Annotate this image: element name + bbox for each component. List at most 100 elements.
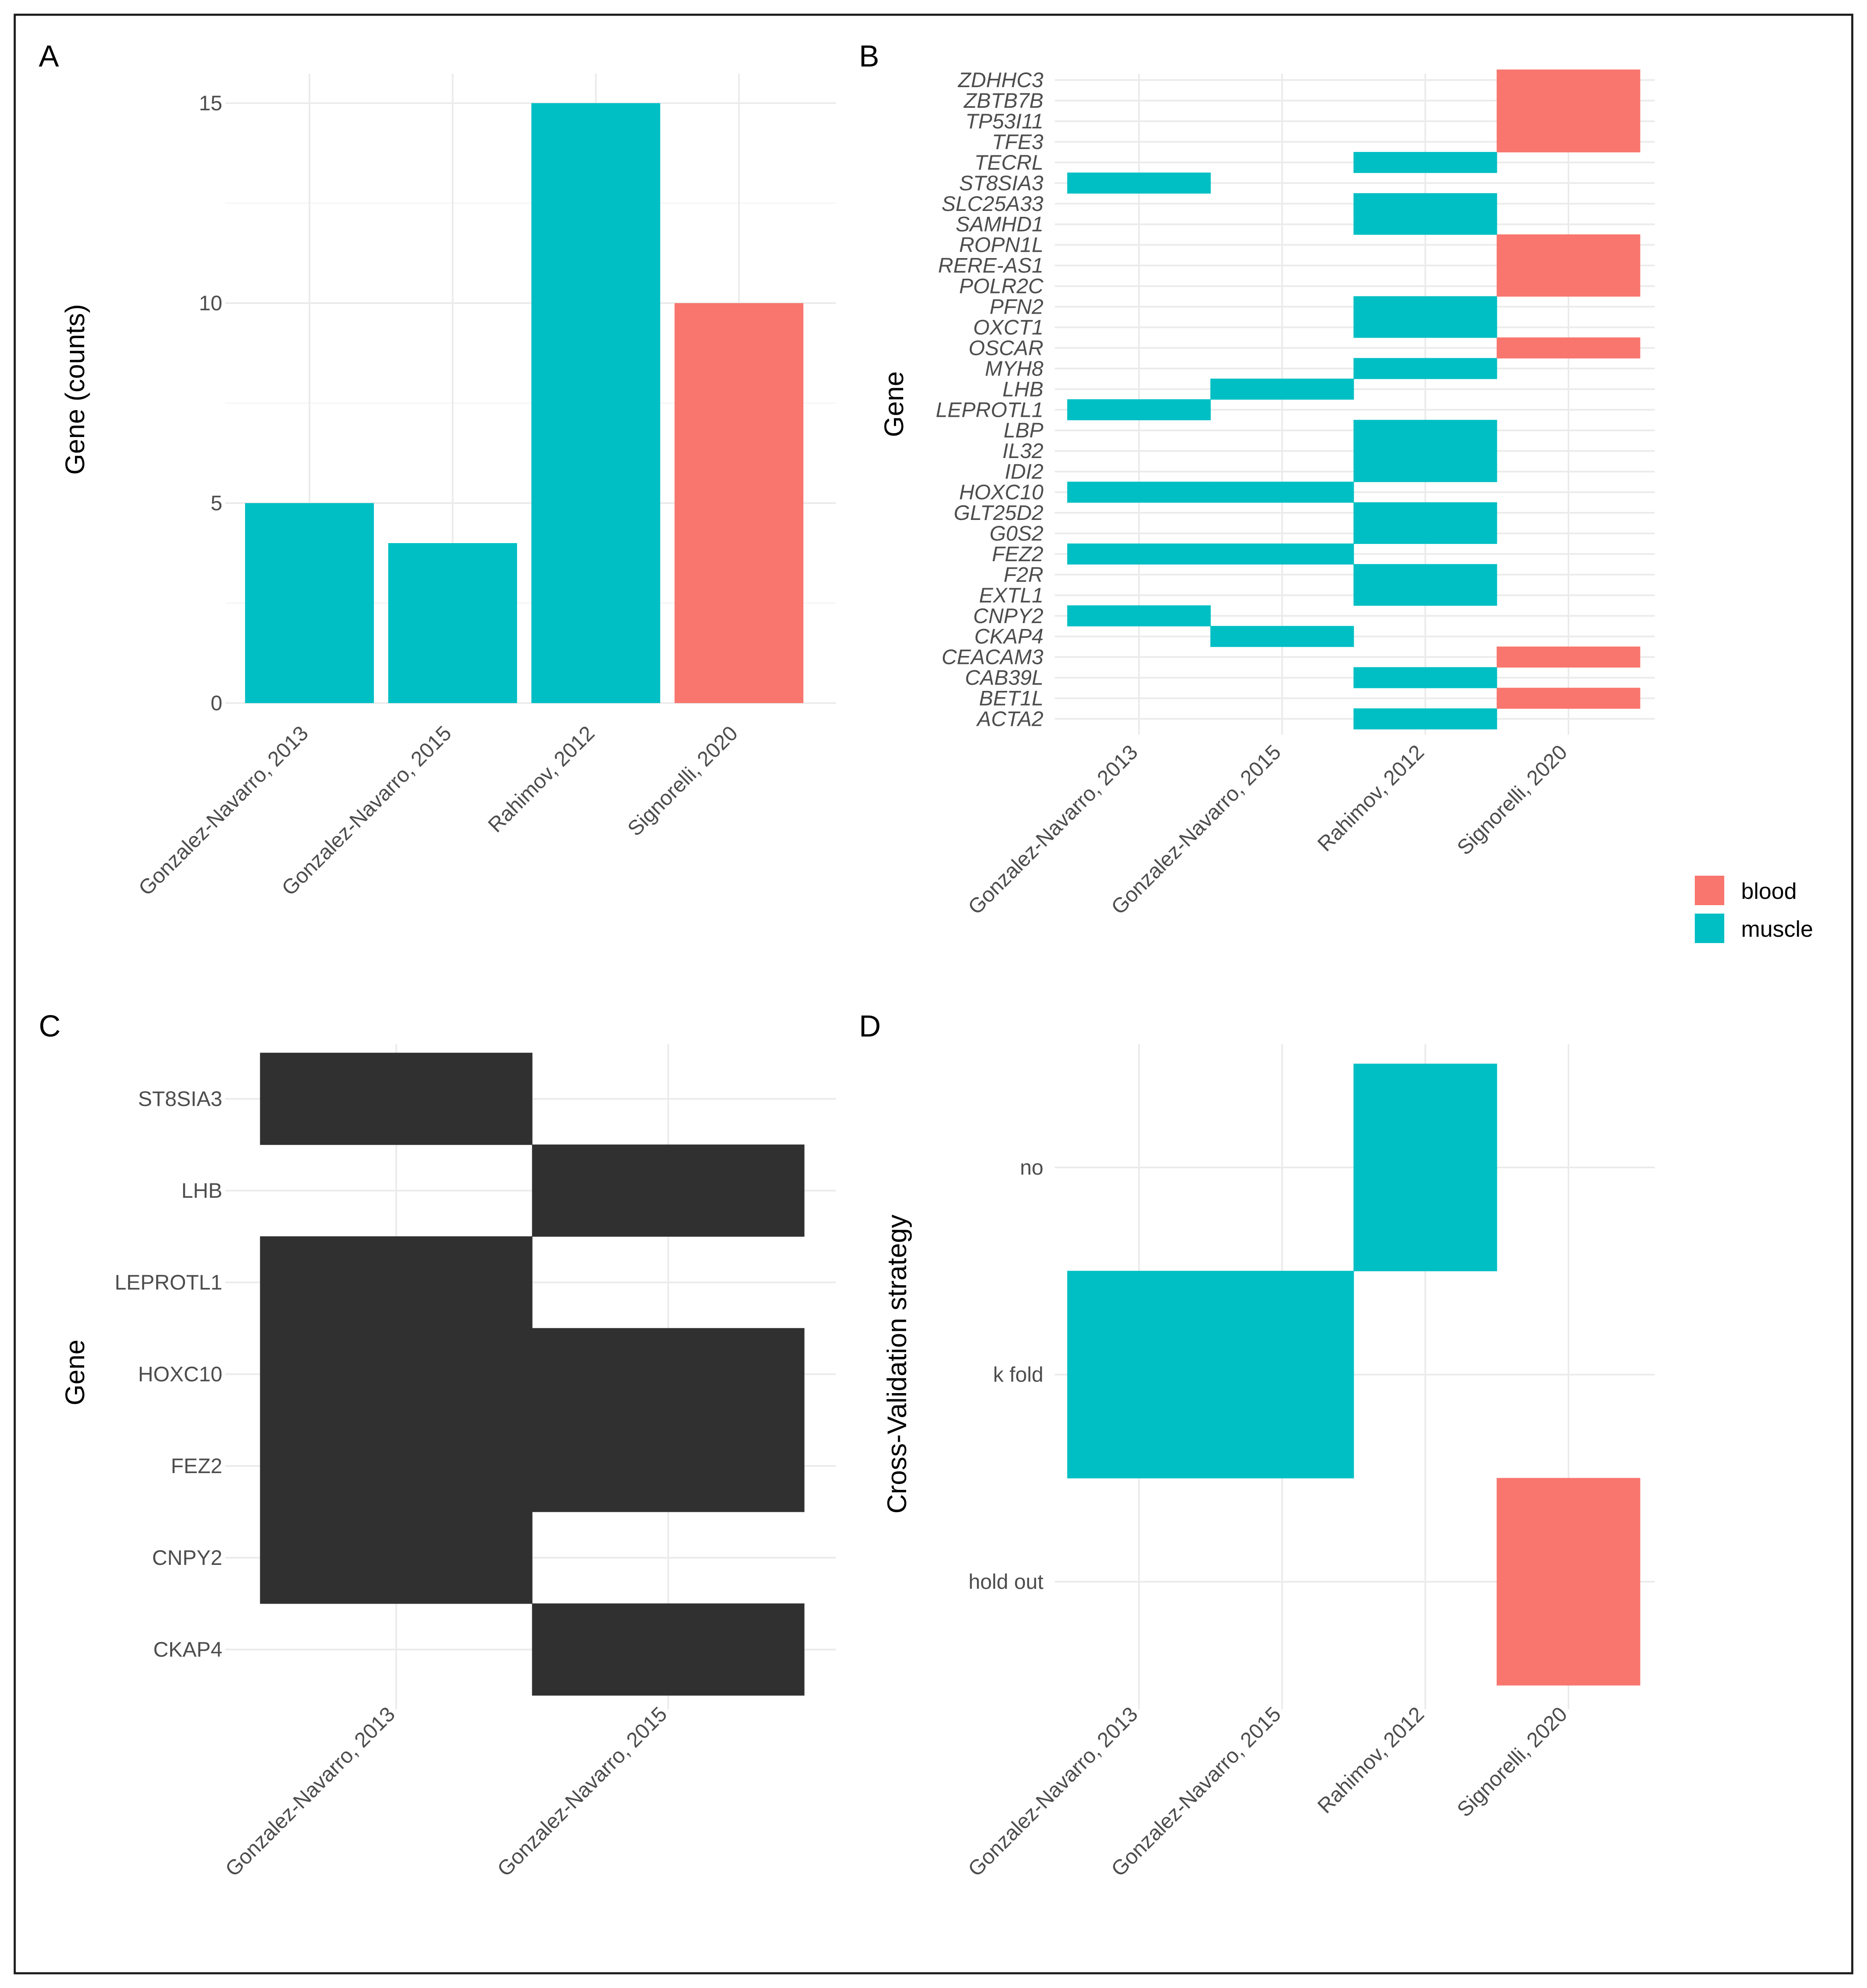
- panel-d-y-tick-label: no: [1020, 1156, 1043, 1179]
- panel-c-y-axis-title: Gene: [60, 1340, 90, 1406]
- panel-a-y-tick-label: 0: [211, 691, 222, 715]
- panel-b-cell-g0s2-rahimov-2012: [1353, 523, 1497, 544]
- panel-c-cell-hoxc10-gonzalez-navarro-2013: [260, 1328, 533, 1420]
- panel-b-y-tick-label: MYH8: [985, 357, 1043, 380]
- panel-b-cell-ckap4-gonzalez-navarro-2015: [1210, 626, 1354, 647]
- panel-b-cell-cnpy2-gonzalez-navarro-2013: [1067, 605, 1211, 626]
- panel-b-y-ticks: ACTA2BET1LCAB39LCEACAM3CKAP4CNPY2EXTL1F2…: [936, 68, 1044, 730]
- panel-a-bar-rahimov-2012: [531, 103, 660, 703]
- panel-b-cell-il32-rahimov-2012: [1353, 440, 1497, 462]
- panel-a-y-ticks: 0 5 10 15: [199, 91, 222, 715]
- panel-b-y-tick-label: RERE-AS1: [938, 254, 1043, 277]
- panel-c-cell-leprotl1-gonzalez-navarro-2013: [260, 1236, 533, 1329]
- panel-c-y-ticks: CKAP4 CNPY2 FEZ2 HOXC10 LEPROTL1 LHB ST8SIA3: [115, 1087, 222, 1661]
- panel-c-cell-ckap4-gonzalez-navarro-2015: [532, 1603, 805, 1696]
- panel-d-y-ticks: hold out k fold no: [968, 1156, 1043, 1594]
- panel-b-y-tick-label: HOXC10: [959, 480, 1043, 504]
- panel-b-y-tick-label: CEACAM3: [942, 645, 1043, 669]
- panel-b-cell-pfn2-rahimov-2012: [1353, 296, 1497, 317]
- panel-a-bars: [245, 103, 803, 703]
- panel-b-y-tick-label: OXCT1: [973, 315, 1043, 339]
- panel-b-cell-fez2-gonzalez-navarro-2015: [1210, 543, 1354, 565]
- panel-b-cell-extl1-rahimov-2012: [1353, 584, 1497, 606]
- panel-b-cell-fez2-gonzalez-navarro-2013: [1067, 543, 1211, 565]
- panel-b-y-tick-label: ST8SIA3: [959, 171, 1043, 195]
- panel-c-y-tick-label: LHB: [181, 1179, 222, 1202]
- panel-a-y-tick-label: 15: [199, 91, 222, 115]
- panel-b-cell-lbp-rahimov-2012: [1353, 420, 1497, 441]
- panel-b-cell-cab39l-rahimov-2012: [1353, 667, 1497, 688]
- panel-b-cell-hoxc10-gonzalez-navarro-2013: [1067, 482, 1211, 503]
- panel-b-cell-hoxc10-gonzalez-navarro-2015: [1210, 482, 1354, 503]
- panel-b-cells: [1067, 69, 1640, 730]
- panel-b-cell-tp53i11-signorelli-2020: [1496, 111, 1640, 132]
- panel-d-y-tick-label: hold out: [968, 1570, 1043, 1594]
- panel-c-cells: [260, 1053, 805, 1696]
- panel-b-cell-slc25a33-rahimov-2012: [1353, 193, 1497, 214]
- panel-b-cell-myh8-rahimov-2012: [1353, 358, 1497, 379]
- legend-swatch-blood: [1695, 876, 1724, 905]
- panel-b-cell-glt25d2-rahimov-2012: [1353, 502, 1497, 523]
- panel-b-y-tick-label: CKAP4: [974, 625, 1043, 648]
- panel-c-cell-fez2-gonzalez-navarro-2015: [532, 1420, 805, 1512]
- legend-swatch-muscle: [1695, 914, 1724, 943]
- panel-b-cell-f2r-rahimov-2012: [1353, 564, 1497, 585]
- panel-c-cell-cnpy2-gonzalez-navarro-2013: [260, 1511, 533, 1604]
- panel-b-y-tick-label: LHB: [1003, 377, 1043, 401]
- panel-letter-c: C: [39, 1010, 61, 1043]
- panel-b-y-tick-label: FEZ2: [992, 542, 1043, 566]
- panel-c-y-tick-label: FEZ2: [171, 1454, 222, 1478]
- panel-b-cell-zbtb7b-signorelli-2020: [1496, 90, 1640, 111]
- figure-border: [13, 13, 1854, 1975]
- panel-b-y-tick-label: ACTA2: [976, 707, 1044, 731]
- panel-b-cell-acta2-rahimov-2012: [1353, 708, 1497, 730]
- panel-b-cell-tecrl-rahimov-2012: [1353, 152, 1497, 173]
- panel-b-y-tick-label: BET1L: [979, 687, 1043, 710]
- panel-d-y-tick-label: k fold: [993, 1363, 1043, 1386]
- panel-c-cell-lhb-gonzalez-navarro-2015: [532, 1144, 805, 1237]
- panel-b-y-tick-label: IL32: [1003, 439, 1044, 463]
- panel-b-y-tick-label: OSCAR: [968, 336, 1043, 360]
- panel-a-y-axis-title: Gene (counts): [60, 304, 90, 475]
- panel-b-y-tick-label: F2R: [1004, 563, 1043, 586]
- panel-b-y-tick-label: POLR2C: [959, 274, 1044, 298]
- panel-c-y-tick-label: CKAP4: [153, 1638, 222, 1661]
- panel-d-cell-k-fold-gonzalez-navarro-2013: [1067, 1271, 1211, 1479]
- panel-b-y-axis-title: Gene: [879, 371, 909, 437]
- panel-a-y-tick-label: 10: [199, 291, 222, 315]
- panel-b-y-tick-label: CNPY2: [973, 604, 1043, 628]
- panel-d-y-axis-title: Cross-Validation strategy: [882, 1215, 912, 1514]
- panel-c-y-tick-label: CNPY2: [152, 1546, 222, 1570]
- panel-letter-a: A: [39, 40, 59, 73]
- panel-c-cell-fez2-gonzalez-navarro-2013: [260, 1420, 533, 1512]
- panel-b-y-tick-label: G0S2: [990, 522, 1043, 545]
- panel-b-y-tick-label: SAMHD1: [956, 213, 1043, 236]
- panel-c-y-tick-label: LEPROTL1: [115, 1271, 222, 1294]
- panel-b-y-tick-label: LBP: [1003, 418, 1043, 442]
- panel-d-cells: [1067, 1063, 1640, 1686]
- panel-b-cell-ropn1l-signorelli-2020: [1496, 234, 1640, 256]
- panel-b-y-tick-label: TP53I11: [966, 109, 1043, 133]
- panel-d-cell-no-rahimov-2012: [1353, 1063, 1497, 1271]
- panel-b-cell-lhb-gonzalez-navarro-2015: [1210, 378, 1354, 400]
- panel-b-y-tick-label: ZBTB7B: [963, 89, 1043, 112]
- panel-a-y-tick-label: 5: [211, 491, 222, 515]
- panel-b-y-tick-label: IDI2: [1005, 460, 1043, 483]
- panel-b-y-tick-label: EXTL1: [979, 584, 1043, 607]
- panel-b-y-tick-label: TECRL: [974, 151, 1043, 174]
- panel-a-bar-gonzalez-navarro-2015: [388, 543, 517, 703]
- panel-d-cell-hold-out-signorelli-2020: [1496, 1478, 1640, 1686]
- panel-letter-b: B: [859, 40, 879, 73]
- panel-letter-d: D: [859, 1010, 881, 1043]
- panel-b-cell-zdhhc3-signorelli-2020: [1496, 69, 1640, 91]
- panel-b-cell-polr2c-signorelli-2020: [1496, 275, 1640, 297]
- panel-c-cell-hoxc10-gonzalez-navarro-2015: [532, 1328, 805, 1420]
- panel-b-cell-samhd1-rahimov-2012: [1353, 213, 1497, 235]
- panel-c-cell-st8sia3-gonzalez-navarro-2013: [260, 1053, 533, 1145]
- panel-d-cell-k-fold-gonzalez-navarro-2015: [1210, 1271, 1354, 1479]
- panel-b-cell-bet1l-signorelli-2020: [1496, 688, 1640, 709]
- panel-b-y-tick-label: GLT25D2: [954, 501, 1043, 525]
- panel-b-cell-leprotl1-gonzalez-navarro-2013: [1067, 399, 1211, 421]
- panel-a-bar-gonzalez-navarro-2013: [245, 503, 374, 703]
